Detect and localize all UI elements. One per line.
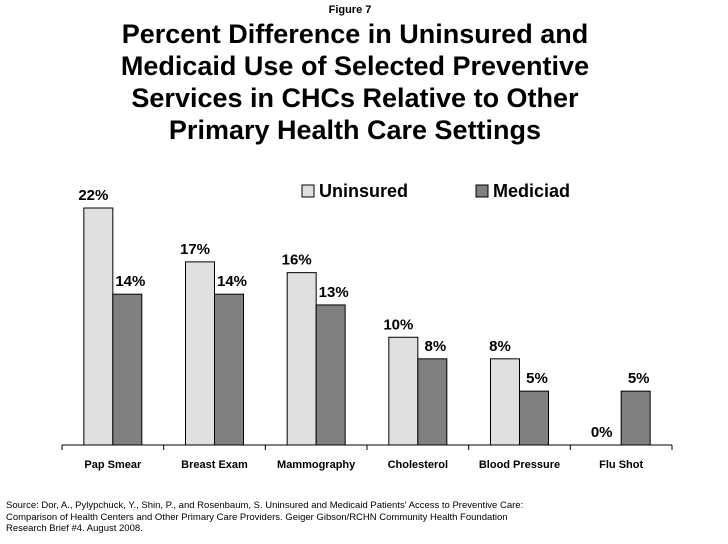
bar-chart: 22% 14% Pap Smear 17% 14% Breast Exam 16% 13% Ma… <box>0 0 728 490</box>
bar-mediciad-blood-pressure <box>520 391 549 445</box>
source-line-2: Comparison of Health Centers and Other P… <box>6 512 722 524</box>
data-label-mediciad-breast-exam: 14% <box>217 273 247 290</box>
bar-mediciad-flu-shot <box>621 391 650 445</box>
source-line-3: Research Brief #4. August 2008. <box>6 523 722 535</box>
x-tick-label-mammography: Mammography <box>277 459 356 471</box>
bar-mediciad-pap-smear <box>113 294 142 445</box>
data-label-mediciad-cholesterol: 8% <box>424 338 446 355</box>
x-tick-label-flu-shot: Flu Shot <box>599 459 643 471</box>
legend-swatch-uninsured <box>302 185 314 197</box>
data-label-uninsured-mammography: 16% <box>282 252 312 269</box>
x-tick-label-blood-pressure: Blood Pressure <box>479 459 560 471</box>
bar-mediciad-breast-exam <box>215 294 244 445</box>
x-tick-label-cholesterol: Cholesterol <box>388 459 449 471</box>
data-label-mediciad-pap-smear: 14% <box>115 273 145 290</box>
bar-mediciad-mammography <box>316 305 345 445</box>
data-label-mediciad-flu-shot: 5% <box>628 370 650 387</box>
data-label-uninsured-cholesterol: 10% <box>383 316 413 333</box>
bar-mediciad-cholesterol <box>418 359 447 445</box>
data-label-uninsured-pap-smear: 22% <box>78 187 108 204</box>
bar-uninsured-mammography <box>287 273 316 445</box>
data-label-mediciad-mammography: 13% <box>319 284 349 301</box>
data-label-mediciad-blood-pressure: 5% <box>526 370 548 387</box>
x-tick-label-pap-smear: Pap Smear <box>84 459 142 471</box>
x-tick-label-breast-exam: Breast Exam <box>181 459 248 471</box>
legend-label-mediciad: Mediciad <box>493 181 570 201</box>
data-label-uninsured-flu-shot: 0% <box>591 424 613 441</box>
legend-swatch-mediciad <box>476 185 488 197</box>
bar-uninsured-cholesterol <box>389 337 418 445</box>
data-label-uninsured-breast-exam: 17% <box>180 241 210 258</box>
bar-uninsured-breast-exam <box>186 262 215 445</box>
bar-uninsured-blood-pressure <box>491 359 520 445</box>
source-note: Source: Dor, A., Pylypchuck, Y., Shin, P… <box>6 500 722 535</box>
bar-uninsured-pap-smear <box>84 208 113 445</box>
data-label-uninsured-blood-pressure: 8% <box>489 338 511 355</box>
source-line-1: Source: Dor, A., Pylypchuck, Y., Shin, P… <box>6 500 722 512</box>
legend-label-uninsured: Uninsured <box>319 181 408 201</box>
